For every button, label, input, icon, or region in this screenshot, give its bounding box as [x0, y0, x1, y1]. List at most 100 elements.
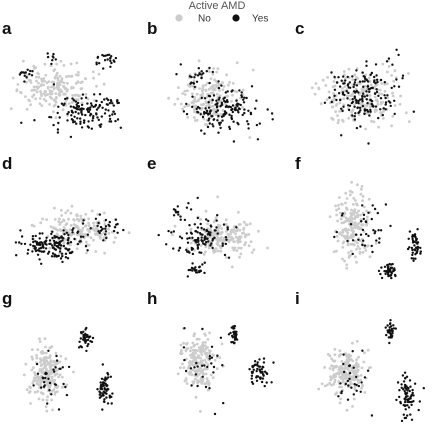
- point-yes: [407, 387, 410, 390]
- point-no: [344, 360, 348, 364]
- point-no: [72, 370, 75, 374]
- point-no: [197, 346, 201, 349]
- point-no: [222, 85, 226, 88]
- point-yes: [363, 112, 366, 115]
- point-no: [84, 92, 88, 96]
- point-yes: [57, 105, 60, 108]
- point-no: [344, 352, 347, 355]
- point-no: [343, 364, 347, 368]
- point-yes: [37, 241, 41, 245]
- point-no: [383, 89, 387, 93]
- point-yes: [41, 243, 44, 246]
- point-no: [326, 76, 329, 79]
- point-yes: [415, 251, 418, 254]
- point-no: [363, 246, 367, 250]
- point-no: [173, 224, 177, 228]
- point-yes: [251, 370, 254, 374]
- point-yes: [82, 335, 86, 338]
- point-no: [225, 73, 228, 77]
- point-no: [42, 83, 45, 87]
- point-yes: [60, 102, 64, 105]
- point-no: [338, 349, 342, 353]
- point-no: [344, 367, 348, 370]
- point-yes: [195, 361, 198, 365]
- point-yes: [98, 103, 102, 107]
- point-no: [188, 361, 192, 364]
- point-yes: [42, 246, 45, 249]
- point-yes: [346, 75, 349, 79]
- point-no: [332, 382, 336, 386]
- point-yes: [396, 381, 400, 384]
- point-yes: [20, 121, 23, 125]
- point-yes: [340, 107, 343, 111]
- point-no: [333, 353, 337, 356]
- point-no: [334, 204, 337, 208]
- point-no: [39, 350, 43, 354]
- point-yes: [389, 274, 392, 277]
- point-yes: [31, 237, 34, 241]
- point-yes: [45, 372, 48, 375]
- point-yes: [32, 240, 35, 244]
- point-yes: [77, 346, 81, 349]
- point-yes: [81, 222, 85, 225]
- point-no: [75, 61, 79, 65]
- point-no: [54, 116, 58, 120]
- point-yes: [391, 329, 394, 333]
- point-no: [348, 254, 351, 258]
- point-no: [37, 81, 40, 85]
- point-no: [365, 209, 368, 213]
- point-no: [191, 92, 194, 96]
- point-yes: [359, 125, 362, 128]
- plot-area-e: [157, 195, 269, 278]
- point-no: [336, 114, 339, 117]
- point-yes: [18, 241, 21, 244]
- point-no: [359, 192, 363, 196]
- point-no: [36, 348, 40, 351]
- point-yes: [212, 125, 215, 128]
- point-yes: [73, 115, 76, 119]
- point-no: [344, 201, 347, 205]
- point-no: [342, 234, 346, 238]
- point-no: [92, 76, 95, 80]
- point-yes: [339, 382, 342, 385]
- point-yes: [258, 122, 261, 125]
- point-no: [205, 377, 209, 381]
- point-yes: [43, 381, 46, 384]
- point-yes: [230, 341, 233, 344]
- point-yes: [379, 272, 382, 276]
- point-no: [332, 98, 335, 102]
- point-yes: [186, 241, 190, 244]
- point-yes: [195, 80, 199, 83]
- point-yes: [54, 241, 58, 245]
- point-yes: [215, 99, 218, 102]
- point-yes: [411, 388, 414, 392]
- point-no: [215, 70, 219, 74]
- point-yes: [348, 372, 352, 375]
- point-no: [345, 263, 349, 267]
- point-yes: [411, 251, 414, 254]
- point-yes: [371, 204, 374, 207]
- point-no: [181, 107, 185, 111]
- point-no: [354, 369, 358, 372]
- point-no: [203, 358, 207, 362]
- point-no: [75, 233, 79, 237]
- point-yes: [101, 53, 104, 57]
- point-yes: [28, 72, 31, 76]
- point-no: [45, 398, 49, 402]
- point-yes: [361, 243, 364, 247]
- point-no: [348, 193, 352, 197]
- point-yes: [256, 367, 259, 371]
- point-no: [87, 221, 90, 225]
- point-no: [39, 358, 43, 362]
- point-yes: [188, 75, 192, 78]
- point-no: [355, 377, 358, 381]
- point-yes: [205, 218, 208, 221]
- point-no: [204, 250, 207, 254]
- point-no: [201, 84, 205, 88]
- point-no: [230, 99, 233, 103]
- point-no: [226, 233, 230, 236]
- point-yes: [365, 98, 368, 101]
- point-yes: [194, 230, 197, 233]
- point-yes: [50, 244, 54, 247]
- point-no: [22, 59, 25, 63]
